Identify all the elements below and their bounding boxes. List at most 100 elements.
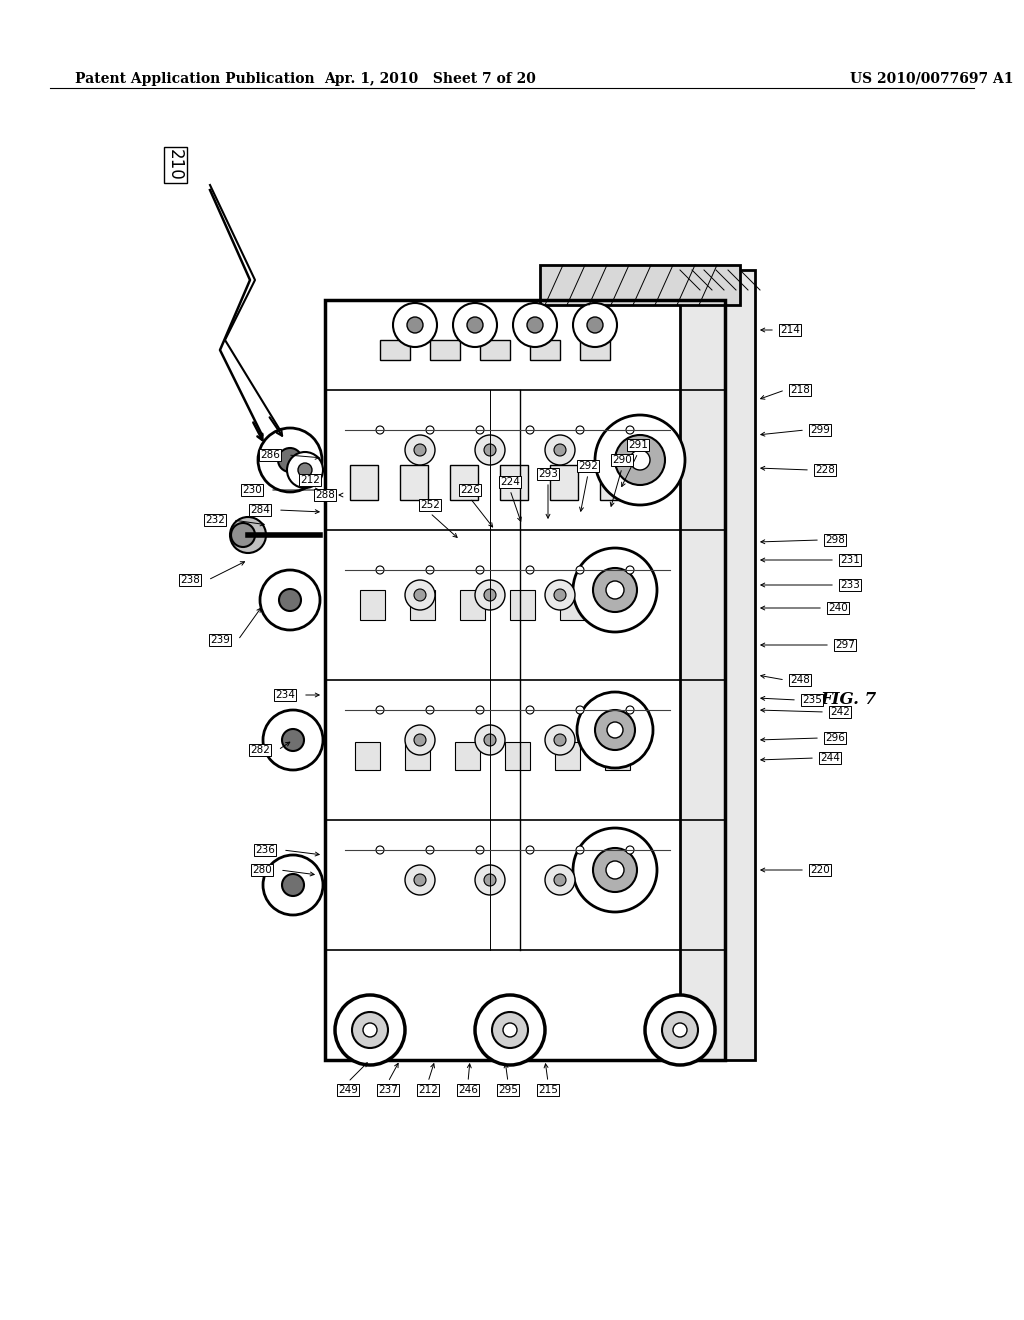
Text: 286: 286 bbox=[260, 450, 280, 459]
Circle shape bbox=[545, 436, 575, 465]
Text: 291: 291 bbox=[628, 440, 648, 450]
Text: 226: 226 bbox=[460, 484, 480, 495]
Bar bbox=[410, 590, 435, 620]
Circle shape bbox=[673, 1023, 687, 1038]
Circle shape bbox=[278, 447, 302, 473]
Circle shape bbox=[575, 566, 584, 574]
Circle shape bbox=[645, 995, 715, 1065]
Circle shape bbox=[414, 444, 426, 455]
Text: 232: 232 bbox=[205, 515, 225, 525]
Circle shape bbox=[526, 426, 534, 434]
Circle shape bbox=[513, 304, 557, 347]
Circle shape bbox=[484, 444, 496, 455]
Text: 230: 230 bbox=[242, 484, 262, 495]
Text: 215: 215 bbox=[538, 1085, 558, 1096]
Circle shape bbox=[573, 828, 657, 912]
Circle shape bbox=[414, 874, 426, 886]
Bar bbox=[460, 590, 485, 620]
Text: 233: 233 bbox=[840, 579, 860, 590]
Bar bbox=[530, 341, 560, 360]
Text: Patent Application Publication: Patent Application Publication bbox=[75, 73, 314, 86]
Circle shape bbox=[595, 710, 635, 750]
Circle shape bbox=[662, 1012, 698, 1048]
Bar bbox=[480, 341, 510, 360]
Circle shape bbox=[554, 874, 566, 886]
Circle shape bbox=[626, 706, 634, 714]
Circle shape bbox=[426, 706, 434, 714]
Circle shape bbox=[467, 317, 483, 333]
Circle shape bbox=[606, 861, 624, 879]
Text: 282: 282 bbox=[250, 744, 270, 755]
Circle shape bbox=[406, 865, 435, 895]
Bar bbox=[605, 742, 630, 770]
Bar bbox=[355, 742, 380, 770]
Circle shape bbox=[545, 725, 575, 755]
Text: 234: 234 bbox=[275, 690, 295, 700]
Bar bbox=[406, 742, 430, 770]
Circle shape bbox=[476, 566, 484, 574]
Circle shape bbox=[593, 568, 637, 612]
Circle shape bbox=[335, 995, 406, 1065]
Circle shape bbox=[607, 722, 623, 738]
Circle shape bbox=[503, 1023, 517, 1038]
Circle shape bbox=[554, 734, 566, 746]
Circle shape bbox=[393, 304, 437, 347]
Circle shape bbox=[287, 451, 323, 488]
Circle shape bbox=[231, 523, 255, 546]
Circle shape bbox=[575, 706, 584, 714]
Bar bbox=[540, 265, 740, 305]
Circle shape bbox=[282, 729, 304, 751]
Text: 210: 210 bbox=[168, 150, 182, 180]
Text: 284: 284 bbox=[250, 506, 270, 515]
Circle shape bbox=[453, 304, 497, 347]
Circle shape bbox=[526, 846, 534, 854]
Circle shape bbox=[484, 874, 496, 886]
Text: 242: 242 bbox=[830, 708, 850, 717]
Circle shape bbox=[626, 846, 634, 854]
Circle shape bbox=[376, 706, 384, 714]
Text: FIG. 7: FIG. 7 bbox=[820, 692, 877, 709]
Circle shape bbox=[414, 734, 426, 746]
Circle shape bbox=[282, 874, 304, 896]
Circle shape bbox=[577, 692, 653, 768]
Text: 214: 214 bbox=[780, 325, 800, 335]
Circle shape bbox=[626, 426, 634, 434]
Circle shape bbox=[606, 581, 624, 599]
Circle shape bbox=[475, 725, 505, 755]
Circle shape bbox=[352, 1012, 388, 1048]
Circle shape bbox=[593, 847, 637, 892]
Circle shape bbox=[526, 566, 534, 574]
Bar bbox=[550, 465, 578, 500]
Circle shape bbox=[298, 463, 312, 477]
Bar bbox=[450, 465, 478, 500]
Circle shape bbox=[426, 846, 434, 854]
Text: 231: 231 bbox=[840, 554, 860, 565]
Text: 249: 249 bbox=[338, 1085, 358, 1096]
Text: 293: 293 bbox=[538, 469, 558, 479]
Bar bbox=[400, 465, 428, 500]
Circle shape bbox=[414, 589, 426, 601]
Circle shape bbox=[492, 1012, 528, 1048]
Circle shape bbox=[406, 579, 435, 610]
Text: 290: 290 bbox=[612, 455, 632, 465]
Text: 235: 235 bbox=[802, 696, 822, 705]
Circle shape bbox=[575, 426, 584, 434]
Circle shape bbox=[554, 589, 566, 601]
Text: 288: 288 bbox=[315, 490, 335, 500]
Circle shape bbox=[263, 710, 323, 770]
Circle shape bbox=[484, 734, 496, 746]
Circle shape bbox=[376, 426, 384, 434]
Text: 299: 299 bbox=[810, 425, 829, 436]
Circle shape bbox=[426, 566, 434, 574]
Text: US 2010/0077697 A1: US 2010/0077697 A1 bbox=[850, 73, 1014, 86]
Circle shape bbox=[575, 846, 584, 854]
Circle shape bbox=[475, 865, 505, 895]
Circle shape bbox=[279, 589, 301, 611]
Text: 218: 218 bbox=[791, 385, 810, 395]
Text: 296: 296 bbox=[825, 733, 845, 743]
Text: 210: 210 bbox=[166, 149, 184, 181]
Bar bbox=[510, 590, 535, 620]
Bar bbox=[505, 742, 530, 770]
Circle shape bbox=[476, 846, 484, 854]
Circle shape bbox=[573, 548, 657, 632]
